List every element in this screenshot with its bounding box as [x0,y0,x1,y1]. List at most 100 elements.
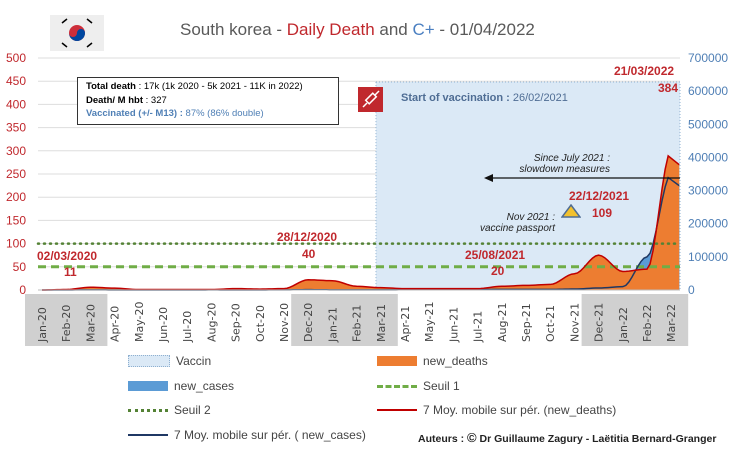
authors-credit: Auteurs : © Dr Guillaume Zagury - Laëtit… [418,430,716,445]
shaded-month-band [581,294,689,346]
annotation-date-4: 22/12/2021 [569,189,630,203]
y-left-tick-label: 150 [6,213,26,227]
vaccination-date: 26/02/2021 [512,92,568,104]
x-tick-label: Apr-21 [399,306,412,342]
title-prefix: South korea - [180,20,287,39]
legend-new-deaths: new_deaths [377,354,488,368]
x-tick-label: Jun-21 [447,307,460,343]
legend-label: Seuil 2 [174,403,211,417]
passport-line2: vaccine passport [479,223,555,234]
death-per-m-label: Death/ M hbt [86,94,143,106]
legend-swatch [128,381,168,391]
title-deaths: Daily Death [286,20,375,39]
title-and: and [374,20,413,39]
y-left-tick-label: 100 [6,237,26,251]
legend-label: 7 Moy. mobile sur pér. (new_deaths) [423,403,617,417]
legend-swatch [128,355,170,367]
legend-seuil2: Seuil 2 [128,403,211,417]
x-tick-label: May-21 [423,301,436,342]
chart-title: South korea - Daily Death and C+ - 01/04… [180,20,535,40]
x-tick-label: Jan-22 [617,307,630,343]
y-right-tick-label: 400000 [688,150,728,164]
x-tick-label: Mar-20 [84,304,97,342]
title-date: - 01/04/2022 [434,20,535,39]
x-tick-label: Jun-20 [157,307,170,343]
x-tick-label: Dec-20 [302,303,315,342]
new-deaths-area [42,155,680,290]
legend-new-cases: new_cases [128,379,234,393]
annotation-value-4: 109 [592,206,613,220]
syringe-icon [358,87,383,112]
total-death-value: : 17k (1k 2020 - 5k 2021 - 11K in 2022) [135,81,303,92]
annotation-value-1: 11 [64,265,77,279]
slowdown-note: Since July 2021 : slowdown measures [500,153,610,175]
x-tick-label: Feb-22 [641,305,654,342]
annotation-value-2: 40 [302,247,316,261]
y-right-tick-label: 200000 [688,217,728,231]
x-tick-label: Nov-20 [278,303,291,342]
legend-swatch [377,356,417,366]
shaded-month-band [291,294,398,346]
annotation-value-3: 20 [491,264,505,278]
legend-swatch [377,409,417,411]
x-tick-label: Oct-20 [254,305,267,342]
x-tick-label: Mar-22 [665,304,678,342]
x-tick-label: Mar-21 [375,304,388,342]
legend-label: 7 Moy. mobile sur pér. ( new_cases) [174,428,366,442]
vaccinated-value: 87% (86% double) [185,108,264,119]
x-tick-label: Oct-21 [544,305,557,342]
passport-note: Nov 2021 : vaccine passport [470,212,555,234]
legend-label: Vaccin [176,354,212,368]
legend-swatch [128,434,168,436]
copyright-icon: © [467,430,477,445]
x-tick-label: Aug-20 [205,303,218,342]
slowdown-line1: Since July 2021 : [533,153,610,164]
legend-ma-deaths: 7 Moy. mobile sur pér. (new_deaths) [377,403,616,417]
legend-label: Seuil 1 [423,379,460,393]
y-left-tick-label: 250 [6,167,26,181]
legend-seuil1: Seuil 1 [377,379,460,393]
total-death-label: Total death [86,81,136,92]
y-left-tick-label: 200 [6,190,26,204]
passport-line1: Nov 2021 : [506,212,555,223]
y-left-tick-label: 400 [6,97,26,111]
y-right-tick-label: 600000 [688,84,728,98]
x-tick-label: Dec-21 [593,303,606,342]
annotation-date-1: 02/03/2020 [37,249,98,263]
annotation-date-5: 21/03/2022 [614,64,675,78]
legend-ma-cases: 7 Moy. mobile sur pér. ( new_cases) [128,428,366,442]
x-tick-label: Apr-20 [109,306,122,342]
shaded-month-band [25,294,108,346]
x-tick-label: Nov-21 [568,303,581,342]
vaccination-start: Start of vaccination : 26/02/2021 [401,92,568,104]
vaccination-label: Start of vaccination : [401,92,513,104]
legend-label: new_cases [174,379,235,393]
legend-swatch [128,408,168,412]
legend-label: new_deaths [423,354,488,368]
x-tick-label: Jul-21 [472,311,485,343]
annotation-date-2: 28/12/2020 [277,230,338,244]
y-left-tick-label: 300 [6,144,26,158]
annotation-date-3: 25/08/2021 [465,248,526,262]
x-tick-label: Sep-21 [520,303,533,342]
x-tick-label: Jul-20 [181,311,194,343]
vaccin-region [375,81,681,291]
y-right-tick-label: 300000 [688,184,728,198]
y-left-tick-label: 0 [19,283,26,297]
y-left-tick-label: 500 [6,51,26,65]
x-tick-label: Feb-20 [60,305,73,342]
death-per-m-value: : 327 [143,94,167,106]
x-tick-label: Feb-21 [351,305,364,342]
x-tick-label: Sep-20 [230,303,243,342]
authors-names: Dr Guillaume Zagury - Laëtitia Bernard-G… [476,433,717,445]
y-right-tick-label: 100000 [688,250,728,264]
x-tick-label: Jan-20 [36,307,49,343]
y-left-tick-label: 450 [6,74,26,88]
y-left-tick-label: 50 [13,260,27,274]
y-right-tick-label: 700000 [688,51,728,65]
x-tick-label: Jan-21 [326,307,339,343]
x-tick-label: Aug-21 [496,303,509,342]
title-cases: C+ [412,20,435,39]
